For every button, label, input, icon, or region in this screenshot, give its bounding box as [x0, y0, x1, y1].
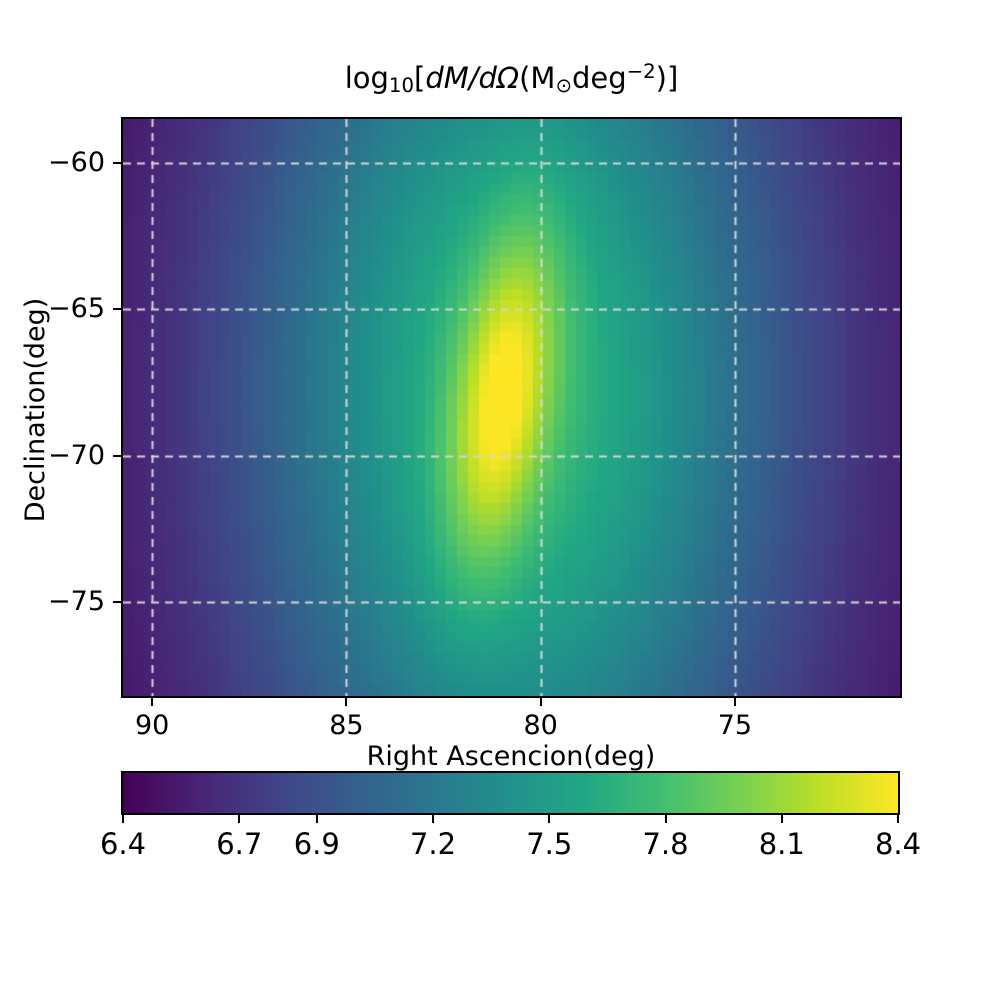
title-paren-msun: (M	[519, 60, 556, 95]
colorbar-tick-mark	[548, 815, 551, 823]
title-close-bracket: )]	[655, 60, 679, 95]
x-tick-label: 80	[523, 710, 558, 741]
colorbar-tick-mark	[780, 815, 783, 823]
x-tick-label: 75	[717, 710, 753, 741]
colorbar-tick-label: 8.4	[874, 827, 922, 861]
title-log: log	[344, 60, 389, 95]
colorbar-tick-mark	[664, 815, 667, 823]
x-tick-label: 90	[134, 710, 170, 741]
colorbar-tick-mark	[897, 815, 899, 823]
x-tick-mark	[539, 698, 542, 706]
chart-title: log10[dM/dΩ(M⊙deg−2)]	[123, 60, 900, 97]
title-log-base: 10	[388, 74, 414, 98]
y-tick-mark	[113, 308, 121, 311]
title-deg: deg	[571, 60, 627, 95]
colorbar-tick-label: 6.9	[293, 827, 340, 861]
colorbar-tick-label: 8.1	[758, 827, 805, 861]
colorbar-tick-label: 7.8	[642, 827, 689, 861]
y-tick-label: −75	[48, 586, 105, 618]
y-tick-mark	[113, 161, 121, 164]
colorbar-tick-mark	[122, 815, 124, 823]
colorbar-tick-mark	[238, 815, 241, 823]
y-tick-label: −60	[48, 146, 105, 178]
y-tick-label: −65	[48, 293, 105, 325]
colorbar	[121, 771, 900, 815]
heatmap-plot	[121, 117, 902, 698]
x-tick-label: 85	[329, 710, 364, 741]
colorbar-tick-mark	[315, 815, 318, 823]
title-exponent: −2	[626, 60, 656, 83]
heatmap-canvas	[123, 119, 900, 696]
colorbar-tick-mark	[432, 815, 434, 823]
x-tick-mark	[151, 698, 154, 706]
colorbar-tick-label: 7.5	[526, 827, 573, 861]
x-tick-mark	[345, 698, 348, 706]
colorbar-tick-label: 6.4	[99, 827, 147, 861]
x-axis-label: Right Ascencion(deg)	[366, 741, 656, 772]
title-open-bracket: [	[413, 60, 426, 95]
y-tick-mark	[113, 601, 121, 604]
y-tick-label: −70	[48, 439, 105, 471]
title-math-dmdomega: dM/dΩ	[425, 60, 520, 95]
colorbar-tick-label: 7.2	[409, 827, 457, 861]
colorbar-tick-label: 6.7	[216, 827, 263, 861]
y-tick-mark	[113, 454, 121, 457]
x-tick-mark	[733, 698, 736, 706]
title-sun-symbol: ⊙	[555, 74, 572, 98]
